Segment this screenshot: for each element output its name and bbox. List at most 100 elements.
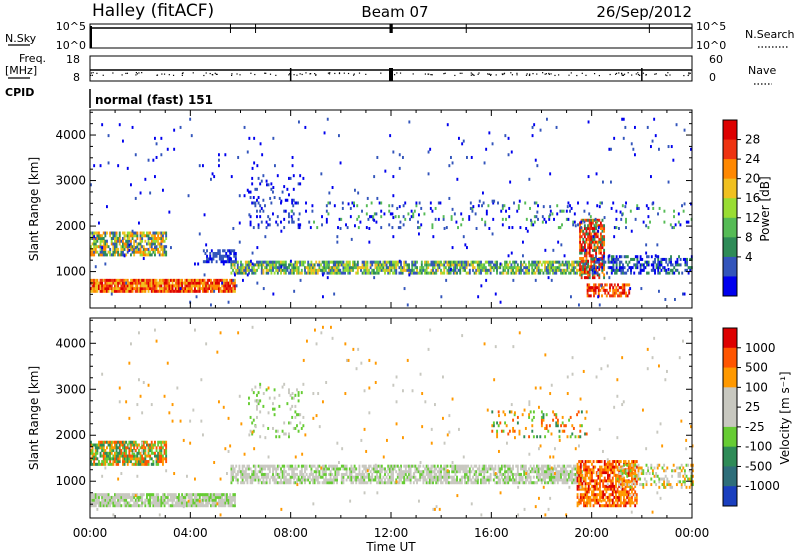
heatmap-cell (515, 272, 517, 275)
heatmap-cell (512, 467, 514, 470)
heatmap-cell (165, 444, 167, 447)
heatmap-cell (405, 467, 407, 470)
heatmap-cell (508, 207, 510, 210)
heatmap-cell (250, 191, 252, 194)
heatmap-cell (615, 218, 617, 221)
heatmap-cell (538, 263, 540, 266)
heatmap-cell (556, 126, 558, 129)
heatmap-cell (550, 210, 552, 213)
heatmap-cell (625, 261, 627, 264)
heatmap-cell (350, 465, 352, 468)
heatmap-cell (628, 283, 630, 286)
heatmap-cell (96, 452, 98, 455)
heatmap-cell (301, 481, 303, 484)
heatmap-cell (256, 282, 258, 285)
heatmap-cell (657, 255, 659, 258)
heatmap-cell (440, 261, 442, 264)
nave-point (265, 73, 266, 74)
heatmap-cell (421, 261, 423, 264)
heatmap-cell (572, 223, 574, 226)
heatmap-cell (603, 263, 605, 266)
heatmap-cell (334, 204, 336, 207)
nave-point (542, 72, 543, 73)
heatmap-cell (270, 272, 272, 275)
heatmap-cell (293, 290, 295, 293)
heatmap-cell (132, 237, 134, 240)
heatmap-cell (270, 188, 272, 191)
heatmap-cell (673, 210, 675, 213)
heatmap-cell (422, 481, 424, 484)
heatmap-cell (624, 266, 626, 269)
heatmap-cell (548, 218, 550, 221)
heatmap-cell (582, 257, 584, 260)
heatmap-cell (326, 210, 328, 213)
heatmap-cell (199, 496, 201, 499)
heatmap-cell (333, 293, 335, 296)
heatmap-cell (403, 215, 405, 218)
heatmap-cell (651, 255, 653, 258)
colorbar-segment (723, 159, 737, 179)
heatmap-cell (210, 279, 212, 282)
heatmap-cell (242, 467, 244, 470)
heatmap-cell (542, 221, 544, 224)
heatmap-cell (160, 242, 162, 245)
heatmap-cell (280, 230, 282, 233)
heatmap-cell (499, 481, 501, 484)
heatmap-cell (109, 251, 111, 254)
heatmap-cell (673, 226, 675, 229)
heatmap-cell (367, 197, 369, 200)
nave-point (638, 74, 639, 75)
colorbar-tick-label: 24 (745, 152, 760, 166)
heatmap-cell (165, 237, 167, 240)
heatmap-cell (491, 261, 493, 264)
heatmap-cell (580, 501, 582, 504)
heatmap-cell (127, 167, 129, 170)
heatmap-cell (285, 476, 287, 479)
heatmap-cell (213, 175, 215, 178)
heatmap-cell (527, 230, 529, 233)
nave-point (516, 73, 517, 74)
heatmap-cell (536, 481, 538, 484)
heatmap-cell (541, 269, 543, 272)
nave-point (637, 72, 638, 73)
heatmap-cell (431, 210, 433, 213)
heatmap-cell (528, 261, 530, 264)
heatmap-cell (117, 248, 119, 251)
heatmap-cell (269, 467, 271, 470)
heatmap-cell (466, 246, 468, 249)
heatmap-cell (354, 465, 356, 468)
heatmap-cell (309, 481, 311, 484)
heatmap-cell (490, 263, 492, 266)
nsky-trace (90, 24, 692, 48)
heatmap-cell (136, 232, 138, 235)
heatmap-cell (600, 222, 602, 225)
heatmap-cell (631, 142, 633, 145)
heatmap-cell (461, 478, 463, 481)
heatmap-cell (250, 223, 252, 226)
heatmap-cell (291, 465, 293, 468)
heatmap-cell (683, 210, 685, 213)
heatmap-cell (583, 499, 585, 502)
heatmap-cell (222, 257, 224, 260)
colorbar-segment (723, 179, 737, 199)
nave-point (348, 73, 349, 74)
heatmap-cell (561, 223, 563, 226)
nave-point (550, 73, 551, 74)
nsky-tick-bottom: 10^0 (56, 39, 86, 52)
heatmap-cell (535, 201, 537, 204)
heatmap-cell (435, 467, 437, 470)
heatmap-cell (466, 266, 468, 269)
heatmap-cell (600, 284, 602, 287)
heatmap-cell (371, 263, 373, 266)
heatmap-cell (419, 478, 421, 481)
heatmap-cell (221, 282, 223, 285)
heatmap-cell (277, 272, 279, 275)
heatmap-cell (218, 282, 220, 285)
heatmap-cell (582, 262, 584, 265)
heatmap-cell (135, 441, 137, 444)
colorbar-segment (723, 120, 737, 140)
heatmap-cell (510, 470, 512, 473)
heatmap-cell (549, 272, 551, 275)
heatmap-cell (652, 207, 654, 210)
heatmap-cell (234, 467, 236, 470)
